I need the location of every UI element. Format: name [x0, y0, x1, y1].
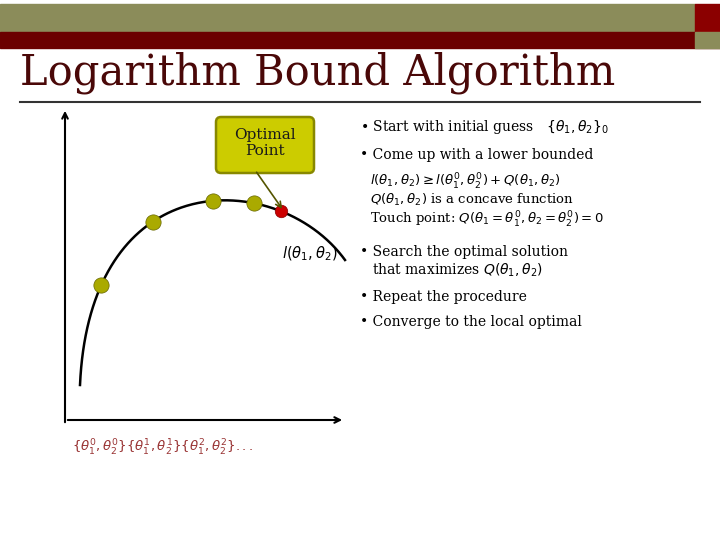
Text: • Repeat the procedure: • Repeat the procedure: [360, 290, 527, 304]
Text: • Converge to the local optimal: • Converge to the local optimal: [360, 315, 582, 329]
Text: Logarithm Bound Algorithm: Logarithm Bound Algorithm: [20, 52, 616, 94]
Bar: [0, 4, 695, 32]
Text: $l(\theta_1,\theta_2) \geq l(\theta_1^0,\theta_2^0) + Q(\theta_1,\theta_2)$: $l(\theta_1,\theta_2) \geq l(\theta_1^0,…: [370, 172, 561, 192]
Bar: [695, 32, 720, 48]
Text: • Start with initial guess   $\{\theta_1, \theta_2\}_0$: • Start with initial guess $\{\theta_1, …: [360, 118, 609, 136]
Bar: [695, 4, 720, 32]
Text: Optimal
Point: Optimal Point: [234, 128, 296, 158]
Text: • Search the optimal solution: • Search the optimal solution: [360, 245, 568, 259]
Bar: [0, 32, 720, 48]
Text: that maximizes $Q(\theta_1,\theta_2)$: that maximizes $Q(\theta_1,\theta_2)$: [372, 262, 543, 279]
Text: $l(\theta_1, \theta_2)$: $l(\theta_1, \theta_2)$: [282, 245, 338, 264]
Text: Touch point: $Q(\theta_1 = \theta_1^0, \theta_2 = \theta_2^0) = 0$: Touch point: $Q(\theta_1 = \theta_1^0, \…: [370, 210, 604, 230]
Text: $Q(\theta_1,\theta_2)$ is a concave function: $Q(\theta_1,\theta_2)$ is a concave func…: [370, 192, 574, 208]
FancyBboxPatch shape: [216, 117, 314, 173]
Text: • Come up with a lower bounded: • Come up with a lower bounded: [360, 148, 593, 162]
Text: $\{\theta_1^0,\theta_2^0\}\{\theta_1^1,\theta_2^1\}\{\theta_1^2,\theta_2^2\}...$: $\{\theta_1^0,\theta_2^0\}\{\theta_1^1,\…: [72, 438, 253, 458]
